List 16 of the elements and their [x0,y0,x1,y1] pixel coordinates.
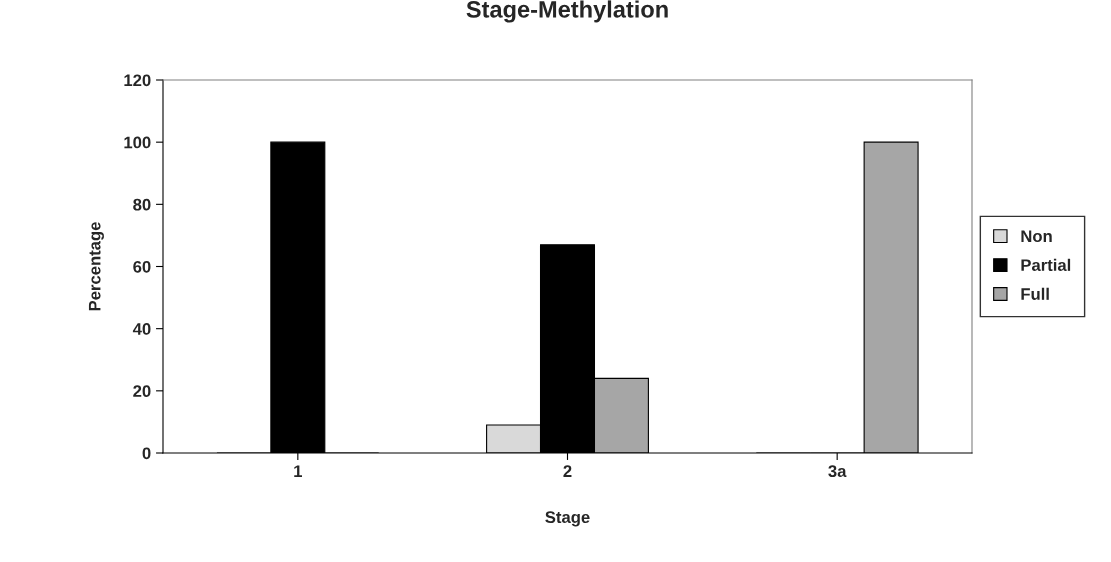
y-tick-label: 80 [133,198,151,211]
legend-label: Non [1021,230,1052,243]
legend-label: Partial [1021,258,1071,272]
x-axis-title: Stage [545,511,590,527]
y-axis-title: Percentage [88,222,104,311]
x-tick-label: 3a [828,465,847,478]
y-tick-label: 0 [142,447,151,460]
y-tick-label: 120 [124,74,151,87]
x-tick-label: 2 [563,465,572,477]
legend-label: Full [1021,287,1049,300]
chart-title: Stage-Methylation [466,0,668,23]
x-tick-label: 1 [294,465,302,477]
y-tick-label: 40 [132,323,151,335]
y-tick-label: 100 [124,136,151,149]
y-tick-label: 20 [133,385,151,398]
y-tick-label: 60 [133,260,151,273]
